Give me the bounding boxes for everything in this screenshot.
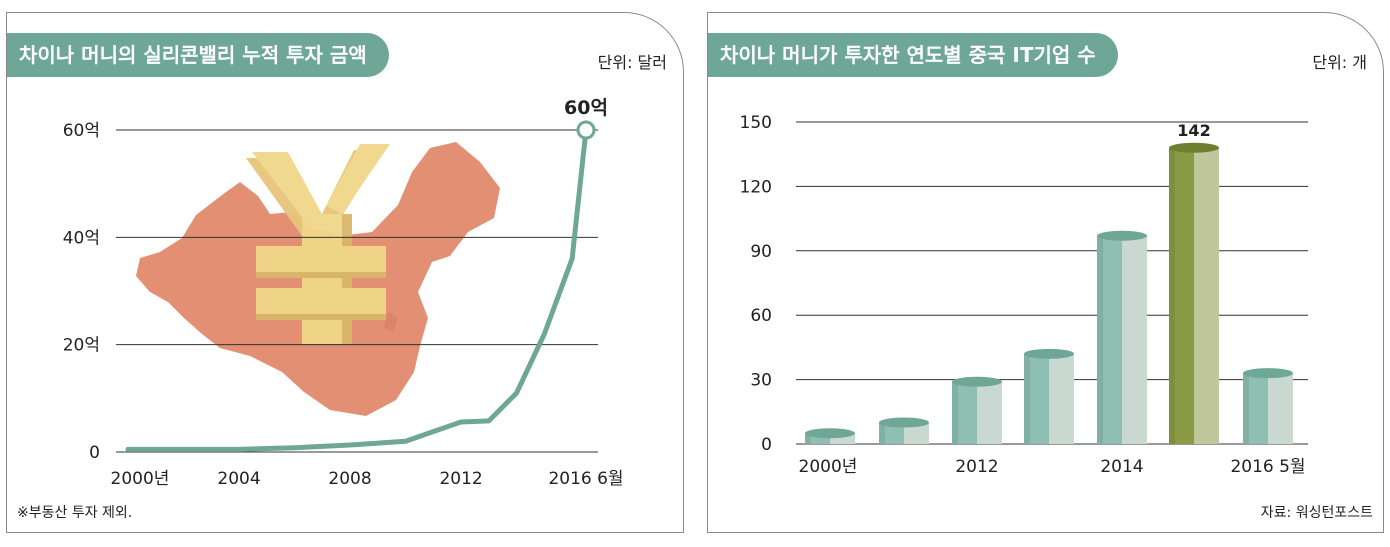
left-x-tick-label: 2008 xyxy=(328,469,371,489)
right-bar xyxy=(879,417,929,444)
right-y-tick-label: 0 xyxy=(761,435,772,455)
left-x-tick-label: 2012 xyxy=(439,469,482,489)
right-x-tick-label: 2016 5월 xyxy=(1230,457,1305,477)
bar-cap xyxy=(1243,368,1293,379)
left-y-tick-label: 0 xyxy=(89,443,100,463)
bar-front-light xyxy=(1268,373,1293,444)
bar-front-dark xyxy=(952,381,977,444)
left-unit-label: 단위: 달러 xyxy=(597,53,667,72)
bar-edge-shade xyxy=(879,422,885,444)
bar-cap xyxy=(1169,142,1219,153)
bar-front-dark xyxy=(1243,373,1268,444)
bar-edge-shade xyxy=(1243,373,1249,444)
bar-front-dark xyxy=(879,422,904,444)
left-end-marker xyxy=(576,120,596,140)
left-y-tick-label: 20억 xyxy=(63,336,100,356)
right-bar xyxy=(805,428,855,444)
right-y-tick-label: 90 xyxy=(750,242,772,262)
bar-front-light xyxy=(1122,235,1147,444)
bar-front-light xyxy=(977,381,1002,444)
right-bar xyxy=(1243,368,1293,444)
right-y-tick-label: 60 xyxy=(750,306,772,326)
right-bar xyxy=(1024,348,1074,444)
bar-front-light xyxy=(904,422,929,444)
right-x-tick-label: 2014 xyxy=(1100,457,1143,477)
bar-cap xyxy=(805,428,855,439)
right-chart-panel: 차이나 머니가 투자한 연도별 중국 IT기업 수 단위: 개 자료: 워싱턴포… xyxy=(707,12,1384,533)
bar-front-light xyxy=(1194,147,1219,444)
bar-edge-shade xyxy=(952,381,958,444)
right-y-tick-label: 150 xyxy=(740,113,772,133)
bar-front-light xyxy=(1049,353,1074,444)
right-x-tick-label: 2000년 xyxy=(799,457,858,477)
right-chart-title: 차이나 머니가 투자한 연도별 중국 IT기업 수 xyxy=(708,33,1118,77)
right-bar xyxy=(952,376,1002,444)
bar-cap xyxy=(1097,230,1147,241)
bar-cap xyxy=(879,417,929,428)
right-bar xyxy=(1169,142,1219,444)
bar-edge-shade xyxy=(1169,147,1175,444)
bar-edge-shade xyxy=(1097,235,1103,444)
bar-front-dark xyxy=(1169,147,1194,444)
bar-cap xyxy=(1024,348,1074,359)
bar-cap xyxy=(952,376,1002,387)
right-x-tick-label: 2012 xyxy=(955,457,998,477)
left-end-callout: 60억 xyxy=(564,97,608,119)
bar-front-light xyxy=(830,433,855,444)
left-y-tick-label: 40억 xyxy=(63,228,100,248)
right-y-tick-label: 120 xyxy=(740,177,772,197)
left-series-line xyxy=(125,127,589,452)
bar-edge-shade xyxy=(805,433,811,444)
left-footnote: ※부동산 투자 제외. xyxy=(17,505,133,521)
china-map-yuan-icon xyxy=(136,142,500,416)
left-chart-title: 차이나 머니의 실리콘밸리 누적 투자 금액 xyxy=(7,33,389,77)
right-bar xyxy=(1097,230,1147,444)
left-x-tick-label: 2004 xyxy=(217,469,260,489)
right-highlight-callout: 142 xyxy=(1177,121,1210,140)
bar-front-dark xyxy=(1097,235,1122,444)
bar-front-dark xyxy=(1024,353,1049,444)
left-x-tick-label: 2016 6월 xyxy=(548,469,623,489)
bar-edge-shade xyxy=(1024,353,1030,444)
right-unit-label: 단위: 개 xyxy=(1312,53,1367,72)
bar-front-dark xyxy=(805,433,830,444)
left-x-tick-label: 2000년 xyxy=(111,469,170,489)
right-source: 자료: 워싱턴포스트 xyxy=(1260,505,1373,521)
right-y-tick-label: 30 xyxy=(750,371,772,391)
left-y-tick-label: 60억 xyxy=(63,121,100,141)
